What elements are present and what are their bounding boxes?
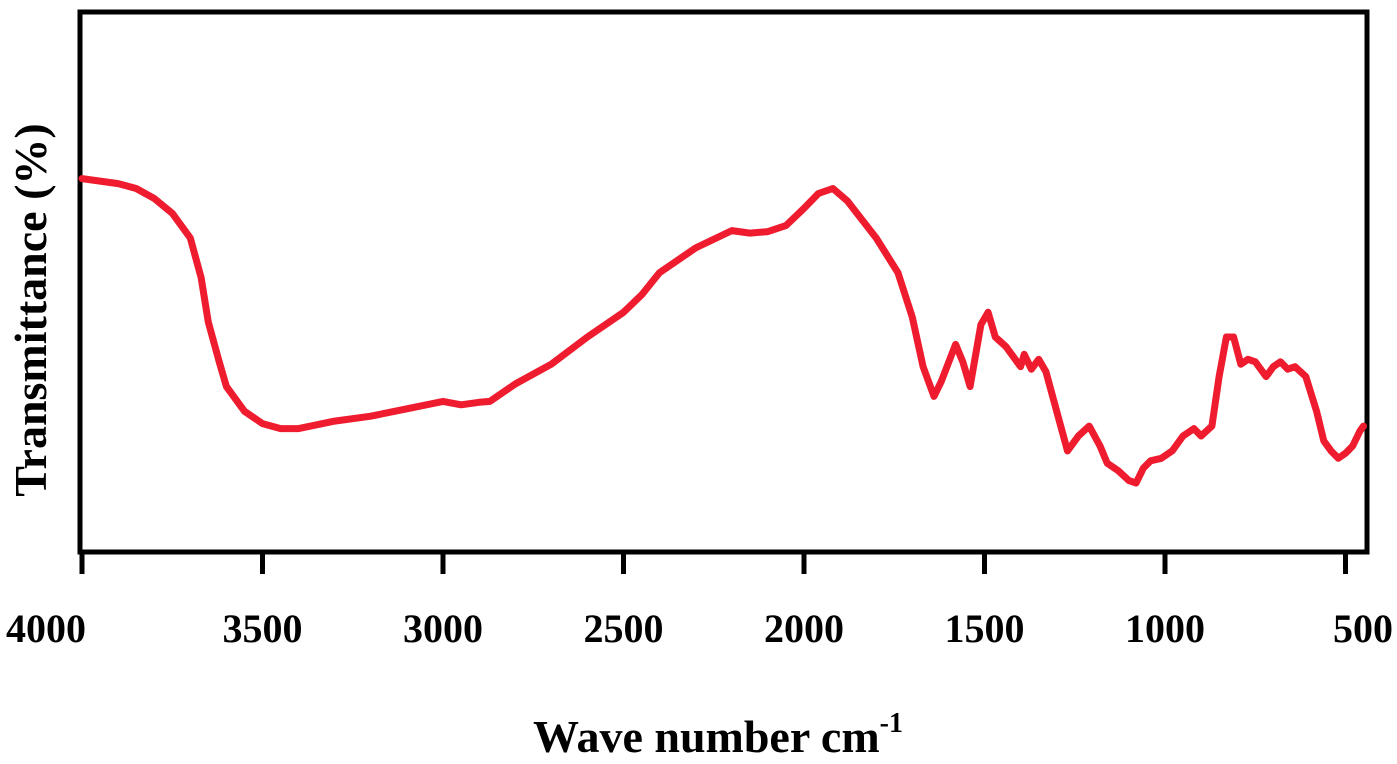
x-tick-label-2500: 2500 [584, 606, 664, 651]
x-tick-label-3500: 3500 [223, 606, 303, 651]
x-axis-title-main: Wave number cm [533, 711, 880, 762]
x-axis-title-superscript: -1 [880, 708, 903, 739]
x-tick-label-1500: 1500 [945, 606, 1025, 651]
x-tick-label-2000: 2000 [764, 606, 844, 651]
plot-frame [77, 9, 1370, 555]
x-axis-title: Wave number cm-1 [533, 708, 903, 762]
x-tick-label-1000: 1000 [1125, 606, 1205, 651]
x-tick-label-4000: 4000 [6, 606, 86, 651]
x-tick-label-3000: 3000 [403, 606, 483, 651]
transmittance-line [78, 175, 1367, 487]
x-axis-tick-labels: 4000 3500 3000 2500 2000 1500 1000 500 [6, 606, 1393, 651]
x-axis-ticks [79, 552, 1348, 574]
x-tick-label-500: 500 [1333, 606, 1393, 651]
y-axis-title: Transmittance (%) [5, 123, 56, 496]
